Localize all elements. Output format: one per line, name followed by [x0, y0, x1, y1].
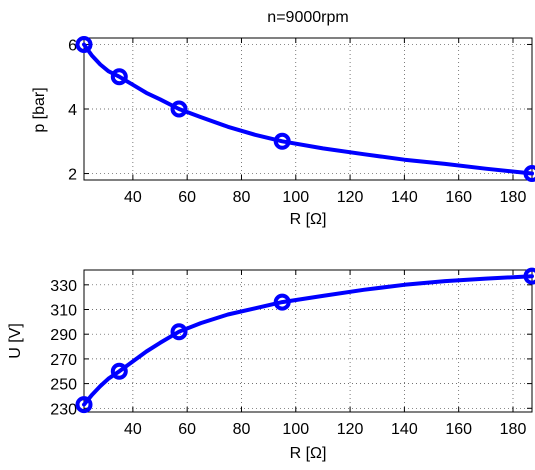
pressure-x-tick-label: 40 — [124, 189, 142, 206]
pressure-data-point — [110, 68, 128, 86]
voltage-y-tick-label: 330 — [50, 278, 77, 295]
voltage-x-tick-label: 100 — [282, 421, 309, 438]
voltage-y-tick-label: 270 — [50, 352, 77, 369]
voltage-x-tick-label: 140 — [391, 421, 418, 438]
voltage-panel: 40 60 80 100 120 140 160 180 230 250 270 290 310 330 — [50, 267, 535, 438]
pressure-data-point — [170, 100, 188, 118]
voltage-y-tick-label: 290 — [50, 327, 77, 344]
pressure-x-tick-label: 160 — [445, 189, 472, 206]
voltage-x-tick-label: 160 — [445, 421, 472, 438]
voltage-plot-frame — [83, 269, 533, 413]
voltage-y-tick-label: 250 — [50, 377, 77, 394]
voltage-data-point — [523, 267, 535, 285]
pressure-series-line — [82, 42, 534, 176]
pressure-panel: 40 60 80 100 120 140 160 180 2 4 6 — [68, 35, 535, 206]
voltage-series-line — [82, 274, 534, 407]
pressure-x-tick-label: 120 — [337, 189, 364, 206]
pressure-x-axis-label: R [Ω] — [290, 211, 327, 228]
voltage-y-tick-label: 310 — [50, 303, 77, 320]
voltage-data-point — [75, 396, 93, 414]
voltage-data-point — [110, 362, 128, 380]
voltage-x-axis-label: R [Ω] — [290, 445, 327, 462]
voltage-x-tick-label: 120 — [337, 421, 364, 438]
pressure-data-point — [523, 165, 535, 183]
pressure-y-tick-label: 6 — [68, 37, 77, 54]
voltage-x-tick-label: 60 — [178, 421, 196, 438]
pressure-y-tick-label: 2 — [68, 167, 77, 184]
pressure-x-tick-label: 180 — [500, 189, 527, 206]
pressure-x-tick-label: 140 — [391, 189, 418, 206]
voltage-data-point — [273, 293, 291, 311]
pressure-data-point — [273, 132, 291, 150]
voltage-y-tick-label: 230 — [50, 401, 77, 418]
pressure-y-tick-label: 4 — [68, 102, 77, 119]
pressure-x-tick-label: 100 — [282, 189, 309, 206]
voltage-data-point — [170, 323, 188, 341]
voltage-x-tick-label: 180 — [500, 421, 527, 438]
chart-title: n=9000rpm — [267, 9, 348, 26]
voltage-x-tick-label: 80 — [233, 421, 251, 438]
voltage-x-tick-label: 40 — [124, 421, 142, 438]
pressure-y-axis-label: p [bar] — [31, 87, 48, 132]
voltage-y-axis-label: U [V] — [7, 323, 24, 359]
pressure-x-tick-label: 80 — [233, 189, 251, 206]
pressure-x-tick-label: 60 — [178, 189, 196, 206]
pressure-data-point — [75, 35, 93, 53]
